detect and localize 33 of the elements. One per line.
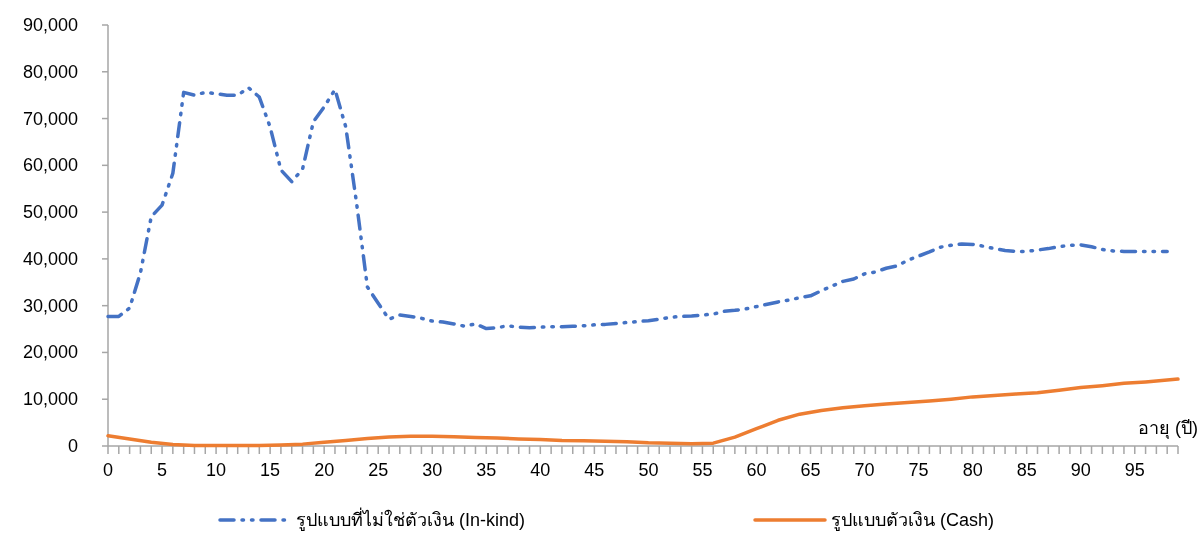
x-tick-label: 10 — [206, 460, 227, 480]
x-tick-label: 35 — [476, 460, 497, 480]
x-tick-label: 60 — [746, 460, 767, 480]
x-tick-label: 25 — [368, 460, 389, 480]
x-tick-label: 15 — [260, 460, 281, 480]
y-tick-label: 50,000 — [22, 202, 78, 223]
y-tick-label: 40,000 — [22, 248, 78, 269]
y-tick-label: 70,000 — [22, 108, 78, 129]
x-tick-label: 40 — [530, 460, 551, 480]
x-tick-label: 50 — [638, 460, 659, 480]
y-tick-label: 60,000 — [22, 155, 78, 176]
x-tick-label: 0 — [102, 460, 114, 480]
x-tick-label: 85 — [1016, 460, 1037, 480]
x-tick-label: 55 — [692, 460, 713, 480]
y-tick-label: 20,000 — [22, 342, 78, 363]
x-tick-label: 30 — [422, 460, 443, 480]
x-tick-label: 45 — [584, 460, 605, 480]
x-tick-label: 5 — [157, 460, 168, 480]
x-tick-label: 20 — [314, 460, 335, 480]
x-tick-label: 90 — [1070, 460, 1091, 480]
x-tick-label: 65 — [800, 460, 821, 480]
y-tick-label: 80,000 — [22, 61, 78, 82]
x-tick-label: 95 — [1124, 460, 1145, 480]
y-tick-label: 30,000 — [22, 295, 78, 316]
x-axis-title: อายุ (ปี) — [1138, 418, 1198, 439]
y-tick-label: 10,000 — [22, 389, 78, 410]
legend-label: รูปแบบที่ไม่ใช่ตัวเงิน (In-kind) — [296, 507, 526, 531]
legend-label: รูปแบบตัวเงิน (Cash) — [831, 510, 995, 531]
y-tick-label: 0 — [67, 436, 78, 456]
y-tick-label: 90,000 — [22, 15, 78, 35]
x-tick-label: 70 — [854, 460, 875, 480]
x-tick-label: 75 — [908, 460, 929, 480]
x-tick-label: 80 — [962, 460, 983, 480]
